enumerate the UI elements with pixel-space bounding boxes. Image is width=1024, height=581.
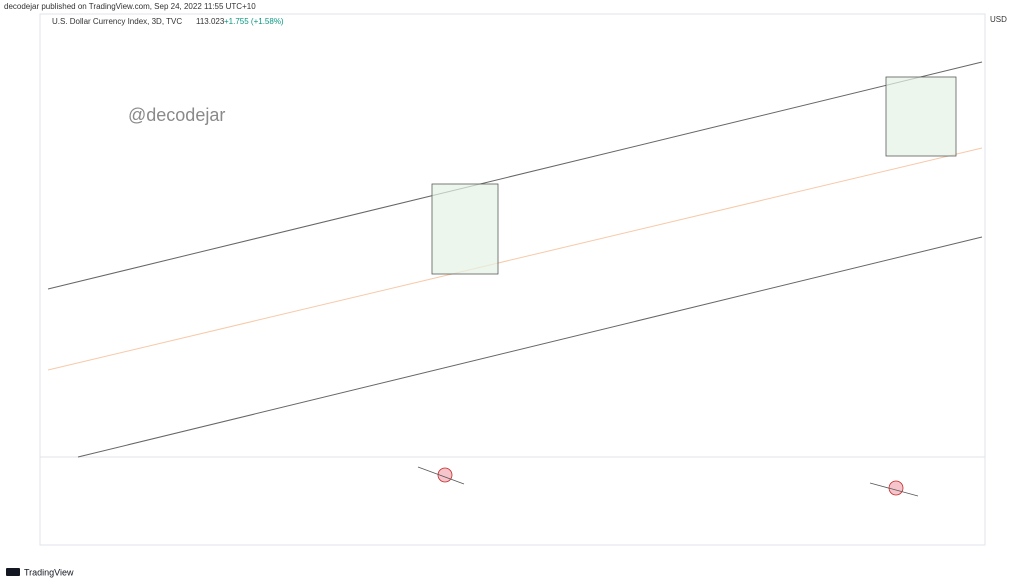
- rsi-trendline: [417, 466, 465, 485]
- price-change: +1.755 (+1.58%): [224, 17, 284, 26]
- last-price: 113.023: [196, 17, 225, 26]
- channel-mid: [47, 147, 983, 371]
- channel-lower: [77, 236, 983, 458]
- y-axis-label: USD: [990, 15, 1007, 24]
- symbol-title: U.S. Dollar Currency Index, 3D, TVC: [52, 17, 182, 26]
- wave-box: [885, 76, 957, 157]
- wave-box: [431, 183, 499, 275]
- rsi-highlight: [888, 480, 904, 496]
- channel-upper: [47, 61, 983, 290]
- logo: [6, 568, 20, 576]
- footer-brand: TradingView: [24, 567, 74, 577]
- rsi-trendline: [869, 482, 919, 497]
- watermark: @decodejar: [128, 105, 225, 125]
- publisher: decodejar published on TradingView.com, …: [4, 2, 256, 11]
